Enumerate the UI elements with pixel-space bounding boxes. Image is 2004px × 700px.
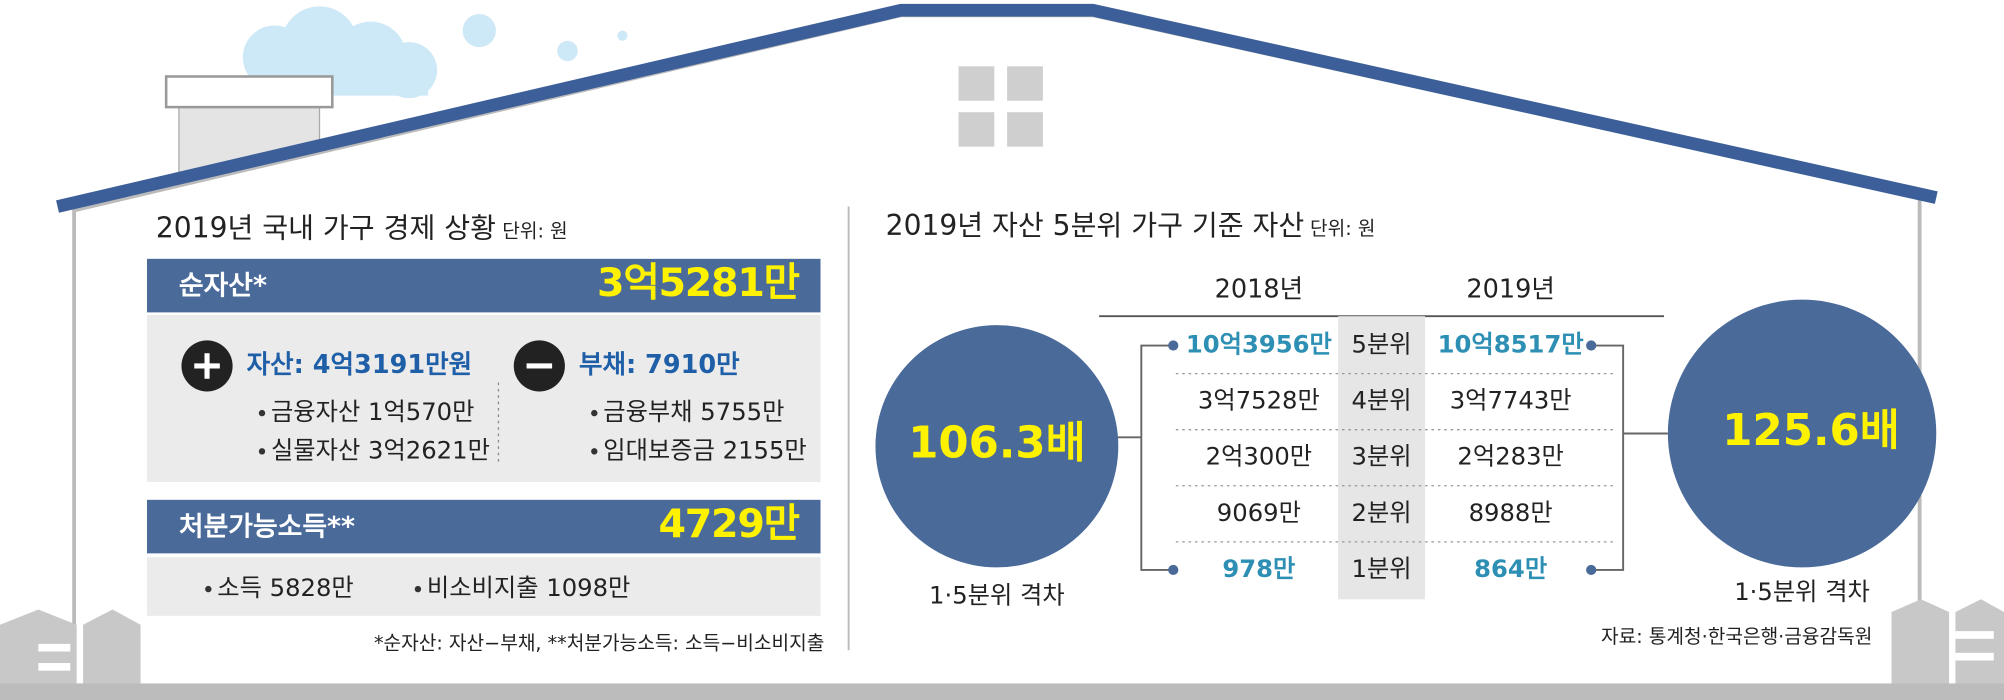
- debt-label: 부채: 7910만: [579, 350, 740, 380]
- gap-value: 106.3배: [908, 419, 1085, 469]
- column-header: 2019년: [1466, 275, 1555, 305]
- gap-label: 1·5분위 격차: [929, 581, 1065, 610]
- asset-value: 2억300만: [1206, 442, 1312, 471]
- asset-value: 10억3956만: [1186, 330, 1332, 359]
- net-assets-label: 순자산*: [179, 270, 267, 301]
- gap-value: 125.6배: [1722, 406, 1899, 456]
- quintile-label: 4분위: [1352, 386, 1412, 415]
- gap-label: 1·5분위 격차: [1734, 577, 1870, 606]
- quintile-label: 3분위: [1352, 442, 1412, 471]
- assets-label: 자산: 4억3191만원: [247, 350, 473, 380]
- column-header: 2018년: [1215, 275, 1304, 305]
- right-title: 2019년 자산 5분위 가구 기준 자산: [886, 209, 1305, 242]
- net-assets-value: 3억5281만: [597, 260, 800, 306]
- left-panel: 2019년 국내 가구 경제 상황 단위: 원 순자산* 3억5281만 자산:…: [146, 212, 824, 654]
- asset-value: 8988만: [1469, 498, 1553, 527]
- right-unit: 단위: 원: [1310, 217, 1375, 240]
- disposable-value: 4729만: [658, 501, 799, 547]
- assets-item: 금융자산 1억570만: [271, 397, 475, 426]
- asset-value: 864만: [1474, 554, 1547, 583]
- disposable-item: 소득 5828만: [217, 573, 354, 602]
- source: 자료: 통계청·한국은행·금융감독원: [1601, 625, 1872, 648]
- asset-value: 2억283만: [1457, 442, 1563, 471]
- disposable-label: 처분가능소득**: [179, 511, 355, 542]
- debt-item: 금융부채 5755만: [603, 397, 784, 426]
- asset-value: 10억8517만: [1438, 330, 1584, 359]
- debt-item: 임대보증금 2155만: [603, 435, 807, 464]
- disposable-item: 비소비지출 1098만: [427, 573, 631, 602]
- left-title: 2019년 국내 가구 경제 상황: [156, 212, 496, 245]
- right-panel: 2019년 자산 5분위 가구 기준 자산 단위: 원 2018년 2019년 …: [875, 209, 1937, 648]
- asset-value: 3억7528만: [1198, 386, 1320, 415]
- footnote: *순자산: 자산−부채, **처분가능소득: 소득−비소비지출: [374, 631, 824, 654]
- asset-value: 9069만: [1217, 498, 1301, 527]
- asset-value: 978만: [1222, 554, 1295, 583]
- clouds: [242, 6, 628, 99]
- quintile-label: 5분위: [1352, 330, 1412, 359]
- quintile-label: 2분위: [1352, 498, 1412, 527]
- asset-value: 3억7743만: [1450, 386, 1572, 415]
- quintile-label: 1분위: [1352, 554, 1412, 583]
- left-unit: 단위: 원: [502, 220, 567, 243]
- assets-item: 실물자산 3억2621만: [271, 435, 490, 464]
